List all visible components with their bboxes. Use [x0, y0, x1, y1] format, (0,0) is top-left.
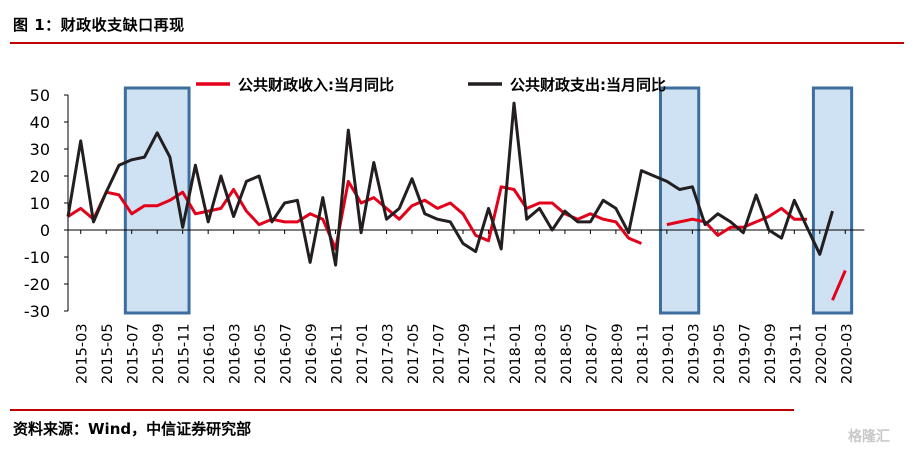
highlight-box-2: [659, 86, 701, 315]
x-tick-label: 2015-07: [126, 323, 142, 384]
x-tick-label: 2018-01: [508, 323, 524, 384]
series-line-1: [831, 269, 847, 301]
x-tick-label: 2019-07: [737, 323, 753, 384]
y-tick-label: 10: [30, 194, 50, 213]
figure-title: 图 1：财政收支缺口再现: [13, 16, 185, 34]
y-tick-label: 20: [30, 167, 50, 186]
x-tick-label: 2018-05: [559, 323, 575, 384]
x-tick-label: 2016-01: [202, 323, 218, 384]
x-tick-label: 2020-03: [839, 323, 855, 384]
highlight-boxes: [123, 86, 854, 315]
x-tick-label: 2017-01: [355, 323, 371, 384]
x-tick-label: 2018-07: [584, 323, 600, 384]
x-tick-label: 2019-09: [763, 323, 779, 384]
legend-label-1: 公共财政收入:当月同比: [238, 76, 394, 94]
y-tick-label: -30: [24, 302, 50, 321]
x-tick-label: 2016-09: [304, 323, 320, 384]
x-tick-label: 2019-03: [686, 323, 702, 384]
y-tick-label: 30: [30, 140, 50, 159]
legend-label-2: 公共财政支出:当月同比: [510, 76, 666, 94]
x-tick-label: 2018-09: [610, 323, 626, 384]
x-tick-label: 2018-03: [533, 323, 549, 384]
x-tick-label: 2016-05: [253, 323, 269, 384]
chart-legend: 公共财政收入:当月同比 公共财政支出:当月同比: [196, 76, 666, 94]
chart-axes: -30 -20 -10 0 10 20 30 40 50 2015-03 2015-05 2015-0…: [24, 86, 865, 384]
source-note: 资料来源：Wind，中信证券研究部: [13, 420, 252, 438]
x-tick-label: 2016-03: [228, 323, 244, 384]
series-lines: [66, 101, 847, 301]
title-divider: [10, 42, 904, 44]
x-tick-label: 2016-07: [279, 323, 295, 384]
x-tick-label: 2017-09: [457, 323, 473, 384]
series-line-2: [66, 101, 834, 267]
highlight-box-3: [811, 86, 854, 315]
x-tick-label: 2019-01: [661, 323, 677, 384]
x-tick-label: 2015-11: [177, 323, 193, 384]
line-chart: -30 -20 -10 0 10 20 30 40 50 2015-03 2015-05 2015-0…: [24, 76, 865, 384]
x-tick-label: 2018-11: [635, 323, 651, 384]
footer-divider: [10, 409, 794, 411]
x-tick-label: 2019-05: [712, 323, 728, 384]
x-tick-label: 2017-11: [482, 323, 498, 384]
y-tick-label: 0: [40, 221, 50, 240]
x-tick-label: 2020-01: [814, 323, 830, 384]
y-tick-label: 50: [30, 86, 50, 105]
y-tick-label: -20: [24, 275, 50, 294]
x-tick-label: 2015-05: [100, 323, 116, 384]
y-tick-label: -10: [24, 248, 50, 267]
x-tick-label: 2017-05: [406, 323, 422, 384]
x-tick-label: 2015-09: [151, 323, 167, 384]
watermark-text: 格隆汇: [848, 429, 890, 445]
x-tick-label: 2015-03: [75, 323, 91, 384]
highlight-box-1: [123, 86, 191, 315]
x-tick-label: 2016-11: [330, 323, 346, 384]
x-tick-label: 2017-07: [432, 323, 448, 384]
x-tick-label: 2017-03: [381, 323, 397, 384]
x-tick-label: 2019-11: [788, 323, 804, 384]
y-tick-label: 40: [30, 113, 50, 132]
